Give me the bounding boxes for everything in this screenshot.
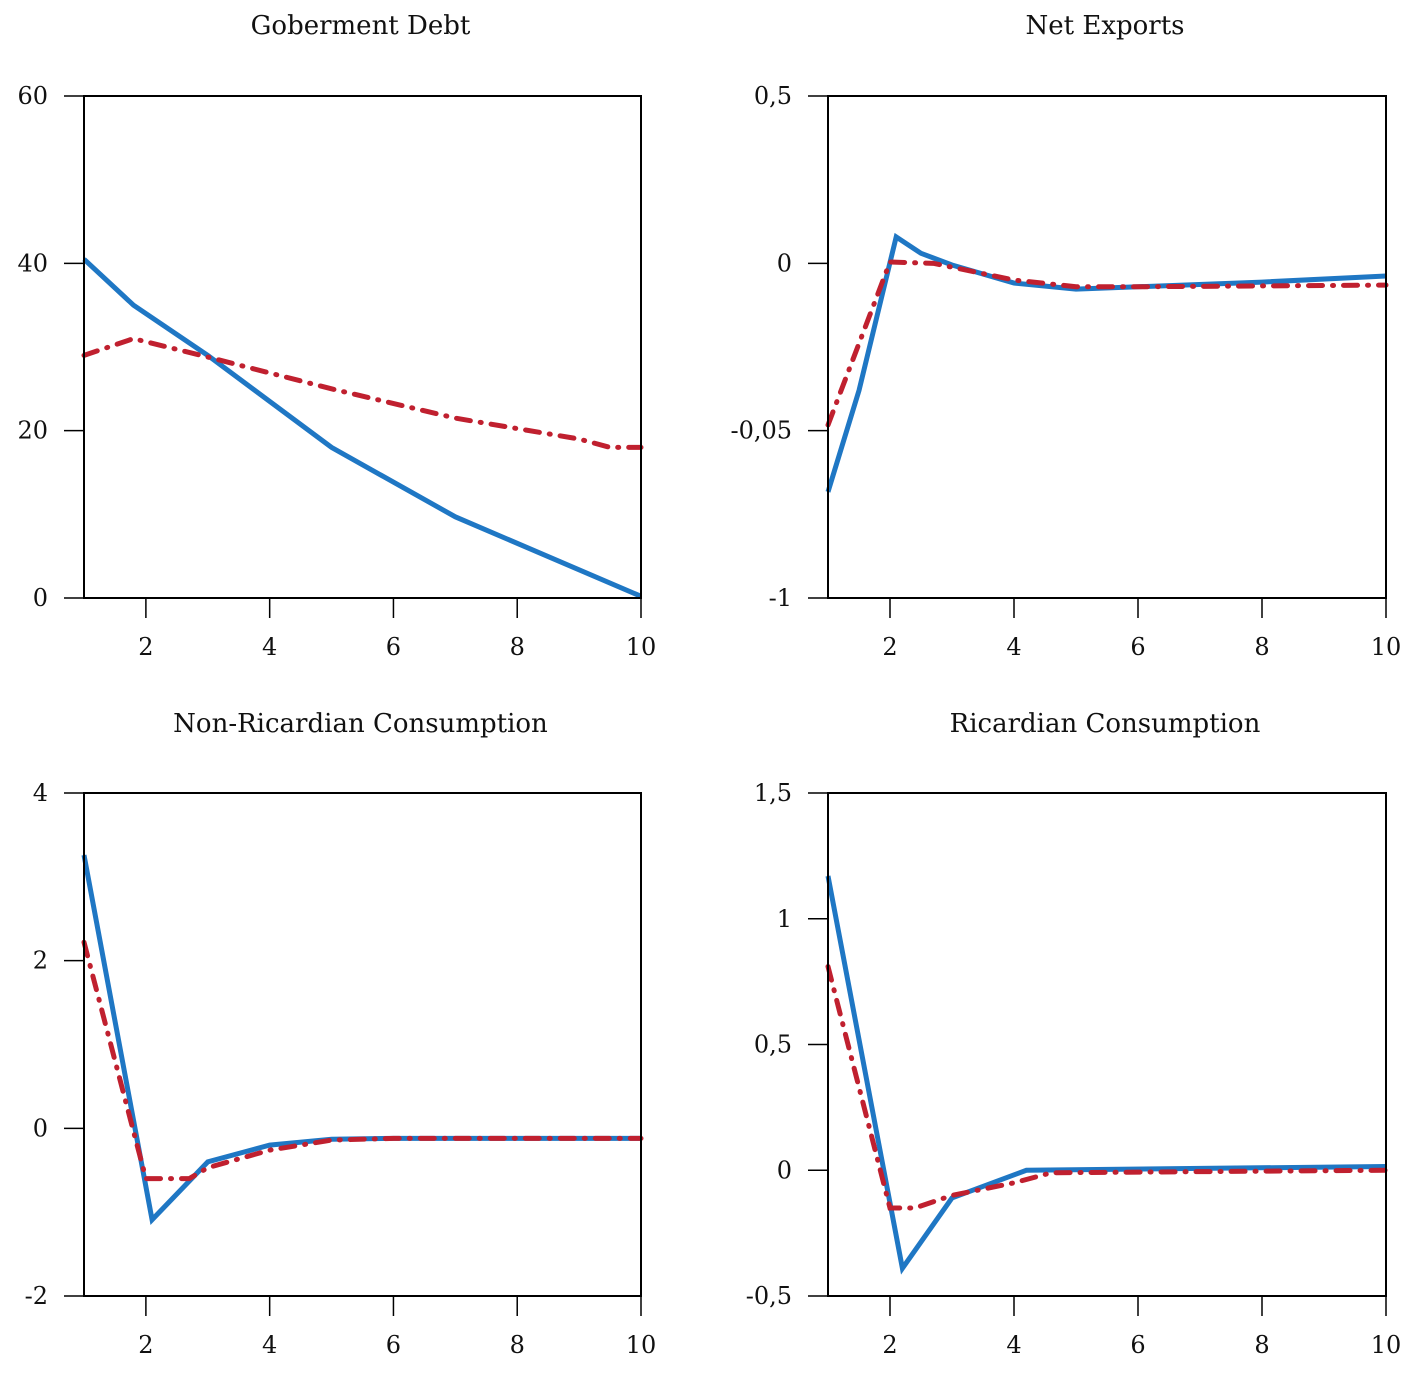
plot-frame [83, 792, 642, 1297]
x-tick-label: 8 [1254, 633, 1269, 661]
series-line-dashdot [81, 336, 644, 450]
series-line-dashdot [81, 939, 644, 1182]
x-tick-label: 6 [1130, 1331, 1145, 1359]
y-tick-label: 20 [17, 417, 48, 445]
chart-title: Ricardian Consumption [950, 709, 1261, 739]
subplot-0: Goberment Debt 0 20 40 60 2 4 6 8 10 [17, 11, 656, 661]
chart-title: Goberment Debt [251, 11, 471, 41]
y-tick-label: 0 [777, 1156, 792, 1184]
subplot-3: Ricardian Consumption -0,5 0 0,5 1 1,5 2 4 6 8 10 [746, 709, 1402, 1359]
series-line-solid [825, 232, 1387, 493]
x-tick-label: 8 [1254, 1331, 1269, 1359]
y-tick-label: -0,5 [746, 1282, 792, 1310]
x-tick-label: 6 [1130, 633, 1145, 661]
x-tick-label: 10 [626, 633, 657, 661]
x-tick-label: 2 [138, 1331, 153, 1359]
series-line-solid [825, 875, 1387, 1275]
y-tick-label: 0 [33, 1114, 48, 1142]
subplot-1: Net Exports -1 -0,05 0 0,5 2 4 6 8 10 [730, 11, 1401, 661]
x-tick-label: 6 [386, 1331, 401, 1359]
y-tick-label: 1 [777, 905, 792, 933]
x-tick-label: 8 [510, 1331, 525, 1359]
y-tick-label: 0,5 [754, 1031, 792, 1059]
subplot-2: Non-Ricardian Consumption -2 0 2 4 2 4 6 8 10 [25, 709, 657, 1359]
x-tick-label: 10 [1371, 633, 1402, 661]
x-tick-label: 4 [1006, 1331, 1021, 1359]
x-tick-label: 2 [882, 1331, 897, 1359]
y-tick-label: 0 [33, 584, 48, 612]
plot-frame [827, 95, 1387, 599]
plot-frame [83, 95, 642, 599]
y-tick-label: -2 [25, 1282, 48, 1310]
chart-title: Net Exports [1025, 11, 1184, 41]
y-tick-label: 0,5 [754, 82, 792, 110]
y-tick-label: -1 [769, 584, 792, 612]
plot-frame [827, 792, 1387, 1297]
y-tick-label: 40 [17, 249, 48, 277]
x-tick-label: 10 [1371, 1331, 1402, 1359]
series-line-dashdot [825, 964, 1389, 1211]
x-tick-label: 6 [386, 633, 401, 661]
series-line-solid [81, 854, 641, 1225]
x-tick-label: 2 [882, 633, 897, 661]
y-tick-label: 0 [777, 249, 792, 277]
x-tick-label: 8 [510, 633, 525, 661]
x-tick-label: 4 [262, 633, 277, 661]
series-line-dashdot [825, 259, 1389, 428]
x-tick-label: 2 [138, 633, 153, 661]
chart-title: Non-Ricardian Consumption [173, 709, 548, 739]
y-tick-label: 4 [33, 779, 48, 807]
x-tick-label: 4 [1006, 633, 1021, 661]
series-line-solid [82, 257, 642, 599]
y-tick-label: 1,5 [754, 779, 792, 807]
y-tick-label: 60 [17, 82, 48, 110]
x-tick-label: 4 [262, 1331, 277, 1359]
y-tick-label: 2 [33, 947, 48, 975]
x-tick-label: 10 [626, 1331, 657, 1359]
y-tick-label: -0,05 [730, 417, 792, 445]
